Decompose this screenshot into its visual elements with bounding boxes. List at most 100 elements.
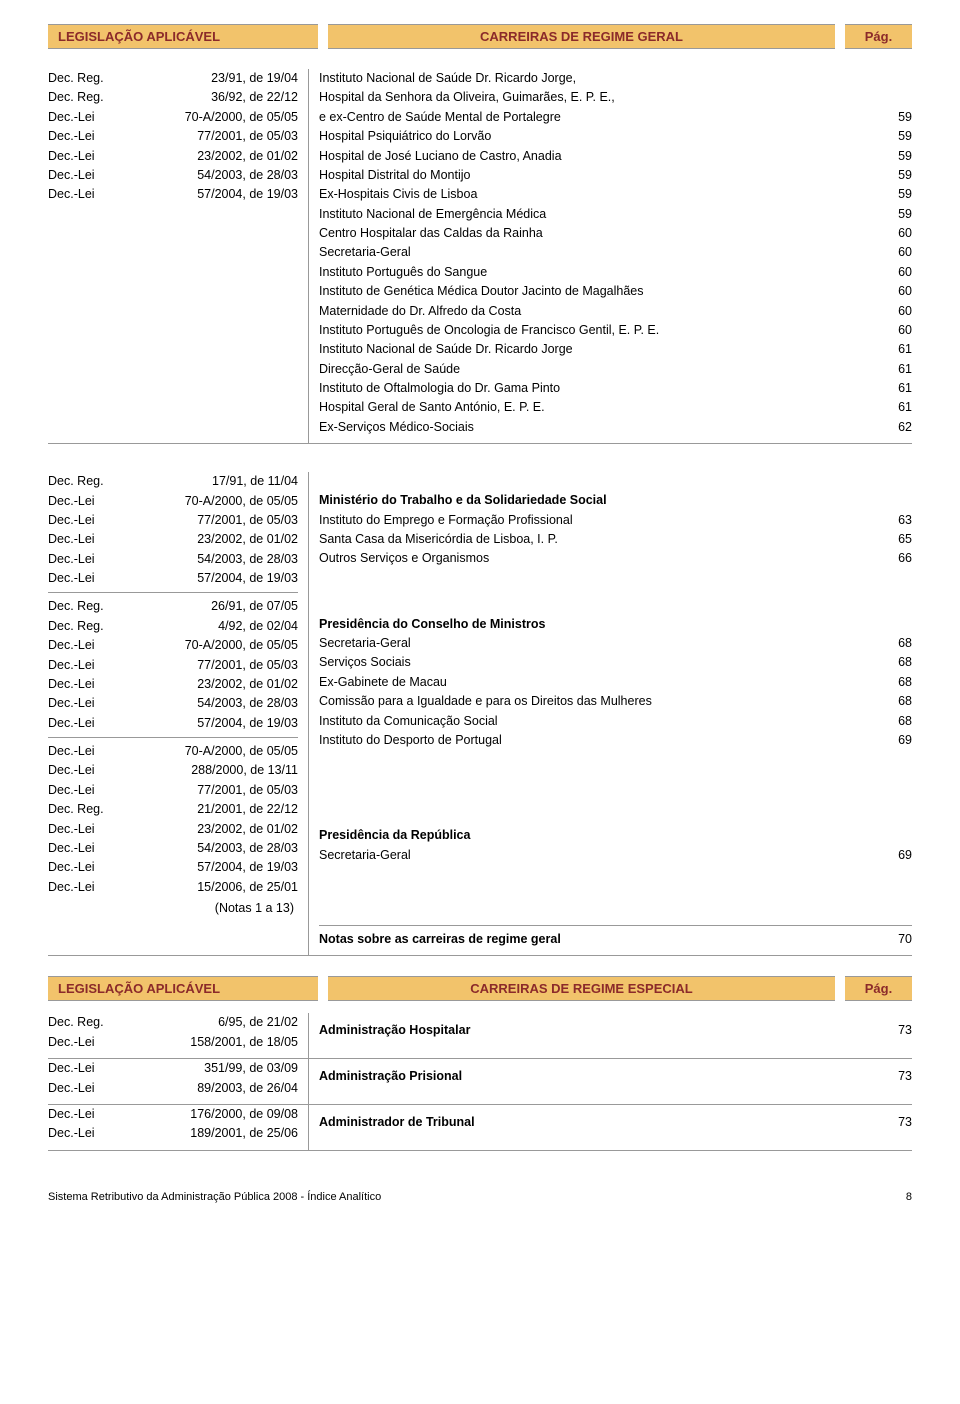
legis-ref: 176/2000, de 09/08 — [118, 1105, 298, 1124]
legis-col: Dec. Reg.17/91, de 11/04Dec.-Lei70-A/200… — [48, 472, 309, 955]
content-row: Secretaria-Geral69 — [319, 846, 912, 865]
page-number: 73 — [877, 1021, 912, 1040]
page-number: 59 — [877, 108, 912, 127]
page-number: 66 — [877, 549, 912, 568]
legis-type: Dec. Reg. — [48, 617, 118, 636]
page-number: 60 — [877, 263, 912, 282]
content-label: Ex-Serviços Médico-Sociais — [319, 418, 877, 437]
content-label: Comissão para a Igualdade e para os Dire… — [319, 692, 877, 711]
legis-ref: 77/2001, de 05/03 — [118, 656, 298, 675]
legis-type: Dec.-Lei — [48, 511, 118, 530]
section-block2: Dec. Reg.17/91, de 11/04Dec.-Lei70-A/200… — [48, 472, 912, 956]
legis-row: Dec.-Lei23/2002, de 01/02 — [48, 820, 298, 839]
legis-col: Dec.-Lei351/99, de 03/09Dec.-Lei89/2003,… — [48, 1059, 309, 1104]
section-block1: Dec. Reg.23/91, de 19/04Dec. Reg.36/92, … — [48, 69, 912, 444]
page-number: 68 — [877, 692, 912, 711]
page-number: 59 — [877, 185, 912, 204]
legis-ref: 23/2002, de 01/02 — [118, 675, 298, 694]
legis-row: Dec.-Lei23/2002, de 01/02 — [48, 147, 298, 166]
content-label: Secretaria-Geral — [319, 243, 877, 262]
page-number: 63 — [877, 511, 912, 530]
content-label: Instituto do Desporto de Portugal — [319, 731, 877, 750]
page-number: 60 — [877, 302, 912, 321]
legis-row: Dec.-Lei54/2003, de 28/03 — [48, 694, 298, 713]
legis-type: Dec.-Lei — [48, 569, 118, 588]
page-number: 59 — [877, 147, 912, 166]
content-row: Hospital de José Luciano de Castro, Anad… — [319, 147, 912, 166]
legis-row: Dec.-Lei77/2001, de 05/03 — [48, 781, 298, 800]
header-page: Pág. — [845, 24, 912, 49]
content-label: Hospital Geral de Santo António, E. P. E… — [319, 398, 877, 417]
legis-row: Dec. Reg.36/92, de 22/12 — [48, 88, 298, 107]
legis-row: Dec.-Lei57/2004, de 19/03 — [48, 714, 298, 733]
content-row: e ex-Centro de Saúde Mental de Portalegr… — [319, 108, 912, 127]
legis-row: Dec. Reg.23/91, de 19/04 — [48, 69, 298, 88]
legis-type: Dec.-Lei — [48, 530, 118, 549]
page-number: 61 — [877, 360, 912, 379]
page-number: 59 — [877, 166, 912, 185]
legis-ref: 36/92, de 22/12 — [118, 88, 298, 107]
legis-row: Dec.-Lei176/2000, de 09/08 — [48, 1105, 298, 1124]
content-row: Direcção-Geral de Saúde61 — [319, 360, 912, 379]
content-label: Instituto Português do Sangue — [319, 263, 877, 282]
section-title: Presidência da República — [319, 826, 912, 845]
content-label: Instituto de Genética Médica Doutor Jaci… — [319, 282, 877, 301]
legis-row: Dec.-Lei54/2003, de 28/03 — [48, 166, 298, 185]
content-col: Administrador de Tribunal 73 — [309, 1105, 912, 1150]
header-left: LEGISLAÇÃO APLICÁVEL — [48, 976, 318, 1001]
legis-col: Dec. Reg.6/95, de 21/02Dec.-Lei158/2001,… — [48, 1013, 309, 1058]
legis-ref: 54/2003, de 28/03 — [118, 694, 298, 713]
legis-ref: 288/2000, de 13/11 — [118, 761, 298, 780]
legis-type: Dec.-Lei — [48, 1105, 118, 1124]
page-number: 60 — [877, 321, 912, 340]
content-col: Instituto Nacional de Saúde Dr. Ricardo … — [309, 69, 912, 443]
legis-type: Dec.-Lei — [48, 742, 118, 761]
content-label: e ex-Centro de Saúde Mental de Portalegr… — [319, 108, 877, 127]
section-title: Ministério do Trabalho e da Solidariedad… — [319, 491, 912, 510]
legis-type: Dec. Reg. — [48, 472, 118, 491]
content-row: Ex-Serviços Médico-Sociais62 — [319, 418, 912, 437]
legis-ref: 77/2001, de 05/03 — [118, 511, 298, 530]
legis-ref: 26/91, de 07/05 — [118, 597, 298, 616]
legis-ref: 54/2003, de 28/03 — [118, 550, 298, 569]
page-number: 68 — [877, 673, 912, 692]
legis-type: Dec.-Lei — [48, 550, 118, 569]
legis-row: Dec.-Lei54/2003, de 28/03 — [48, 839, 298, 858]
legis-ref: 21/2001, de 22/12 — [118, 800, 298, 819]
content-row: Santa Casa da Misericórdia de Lisboa, I.… — [319, 530, 912, 549]
legis-col: Dec.-Lei176/2000, de 09/08Dec.-Lei189/20… — [48, 1105, 309, 1150]
content-label: Hospital de José Luciano de Castro, Anad… — [319, 147, 877, 166]
legis-ref: 77/2001, de 05/03 — [118, 781, 298, 800]
legis-ref: 70-A/2000, de 05/05 — [118, 636, 298, 655]
content-row: Outros Serviços e Organismos66 — [319, 549, 912, 568]
legis-ref: 57/2004, de 19/03 — [118, 714, 298, 733]
notes-ref: (Notas 1 a 13) — [171, 899, 294, 918]
page-number: 73 — [877, 1067, 912, 1086]
header-mid: CARREIRAS DE REGIME ESPECIAL — [328, 976, 835, 1001]
legis-type: Dec.-Lei — [48, 1124, 118, 1143]
legis-type: Dec.-Lei — [48, 108, 118, 127]
legis-row: Dec.-Lei23/2002, de 01/02 — [48, 675, 298, 694]
legis-row: Dec.-Lei23/2002, de 01/02 — [48, 530, 298, 549]
page-number: 69 — [877, 731, 912, 750]
content-row: Hospital Geral de Santo António, E. P. E… — [319, 398, 912, 417]
legis-type: Dec.-Lei — [48, 127, 118, 146]
legis-ref: 158/2001, de 18/05 — [118, 1033, 298, 1052]
page-number: 68 — [877, 712, 912, 731]
legis-type: Dec.-Lei — [48, 492, 118, 511]
legis-row: Dec.-Lei70-A/2000, de 05/05 — [48, 108, 298, 127]
content-col: Ministério do Trabalho e da Solidariedad… — [309, 472, 912, 955]
legis-ref: 4/92, de 02/04 — [118, 617, 298, 636]
legis-row: Dec. Reg.6/95, de 21/02 — [48, 1013, 298, 1032]
content-row: Serviços Sociais68 — [319, 653, 912, 672]
legis-ref: 70-A/2000, de 05/05 — [118, 742, 298, 761]
legis-row: Dec.-Lei351/99, de 03/09 — [48, 1059, 298, 1078]
content-row: Ex-Gabinete de Macau68 — [319, 673, 912, 692]
legis-type: Dec. Reg. — [48, 597, 118, 616]
content-label: Instituto Nacional de Emergência Médica — [319, 205, 877, 224]
content-label: Direcção-Geral de Saúde — [319, 360, 877, 379]
page-number: 60 — [877, 224, 912, 243]
legis-type: Dec.-Lei — [48, 1059, 118, 1078]
legis-ref: 23/2002, de 01/02 — [118, 147, 298, 166]
page-number: 73 — [877, 1113, 912, 1132]
